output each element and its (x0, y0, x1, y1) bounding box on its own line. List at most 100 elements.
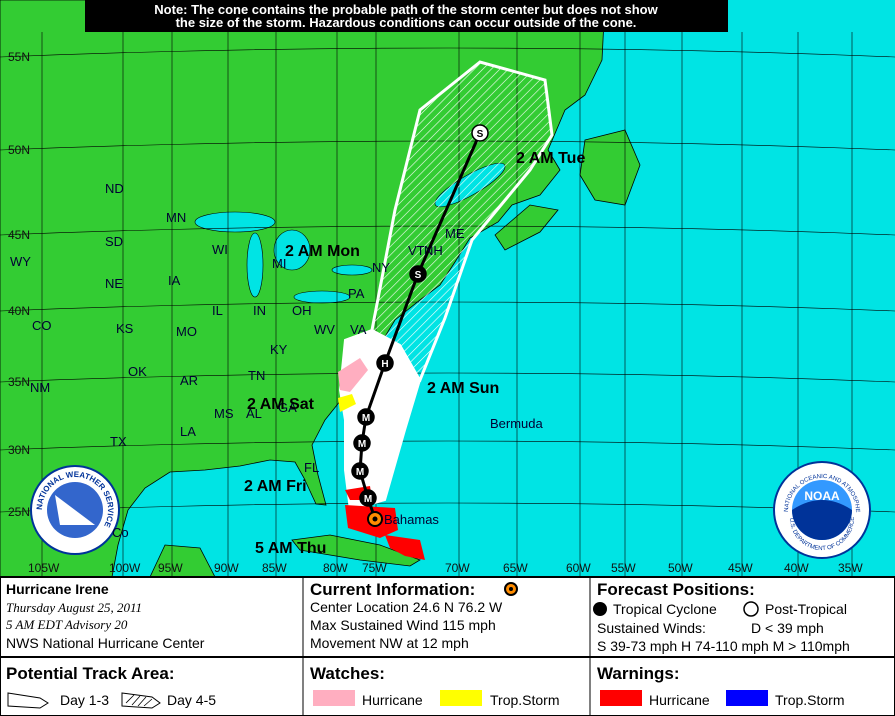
latitude-line (0, 47, 895, 58)
latitude-label: 40N (8, 304, 30, 318)
current-title: Current Information: (310, 580, 475, 599)
current-line: Center Location 24.6 N 76.2 W (310, 599, 503, 615)
longitude-label: 45W (728, 561, 753, 575)
latitude-line (0, 502, 895, 513)
latitude-label: 35N (8, 375, 30, 389)
latitude-label: 45N (8, 228, 30, 242)
state-label: AL (246, 406, 262, 421)
state-label: WY (10, 254, 31, 269)
post-tropical-icon (743, 601, 759, 617)
track-marker-letter: M (364, 494, 372, 505)
day45-icon (121, 692, 161, 709)
longitude-label: 105W (28, 561, 60, 575)
storm-date: Thursday August 25, 2011 (6, 600, 142, 615)
current-position-dot (372, 516, 378, 522)
track-marker (471, 124, 489, 142)
latitude-label: 30N (8, 443, 30, 457)
longitude-label: 70W (445, 561, 470, 575)
state-label: SD (105, 234, 123, 249)
cuba (291, 534, 421, 567)
longitude-label: 80W (323, 561, 348, 575)
latitude-label: 25N (8, 505, 30, 519)
forecast-label: 2 AM Sat (247, 396, 315, 413)
watch-storm-label: Trop.Storm (490, 692, 560, 708)
longitude-label: 60W (566, 561, 591, 575)
state-label: MN (166, 210, 186, 225)
warning-hurricane-label: Hurricane (649, 692, 710, 708)
warning-hurricane-swatch (600, 690, 642, 706)
state-label: VT (408, 243, 425, 258)
longitude-label: 95W (158, 561, 183, 575)
longitude-label: 65W (503, 561, 528, 575)
watch-storm-swatch (440, 690, 482, 706)
state-label: ME (445, 226, 465, 241)
track-marker-letter: M (356, 467, 364, 478)
state-label: AR (180, 373, 198, 388)
track-marker-letter: H (381, 359, 388, 370)
day13-icon (7, 692, 49, 709)
longitude-label: 85W (262, 561, 287, 575)
state-label: TN (248, 368, 265, 383)
state-label: FL (304, 460, 319, 475)
state-label: MO (176, 324, 197, 339)
warning-storm-swatch (726, 690, 768, 706)
state-label: IL (212, 303, 223, 318)
current-line: Movement NW at 12 mph (310, 635, 469, 651)
state-label: WV (314, 322, 335, 337)
nova-scotia (494, 204, 559, 251)
noaa-text: NOAA (804, 489, 840, 503)
warning-areas (345, 486, 425, 560)
tropical-label: Tropical Cyclone (613, 601, 717, 617)
state-label: MI (272, 256, 286, 271)
longitude-label: 90W (214, 561, 239, 575)
state-label: IN (253, 303, 266, 318)
day13-label: Day 1-3 (60, 692, 109, 708)
forecast-label: 2 AM Fri (244, 478, 307, 495)
place-label: Bermuda (490, 416, 544, 431)
note-line: the size of the storm. Hazardous conditi… (176, 15, 637, 30)
latitude-line (0, 440, 895, 451)
track-marker (376, 354, 394, 372)
day45-label: Day 4-5 (167, 692, 216, 708)
track-marker-letter: S (415, 270, 422, 281)
winds-d: D < 39 mph (751, 620, 824, 636)
track-marker (351, 462, 369, 480)
watch-areas (338, 358, 368, 412)
forecast-label: 2 AM Tue (516, 150, 585, 167)
current-line: Max Sustained Wind 115 mph (310, 617, 496, 633)
state-label: KS (116, 321, 134, 336)
track-marker (353, 434, 371, 452)
storm-name: Hurricane Irene (6, 581, 109, 597)
post-tropical-label: Post-Tropical (765, 601, 847, 617)
forecast-label: 2 AM Mon (285, 243, 360, 260)
forecast-label: 2 AM Sun (427, 380, 499, 397)
forecast-label: 5 AM Thu (255, 540, 326, 557)
state-label: NE (105, 276, 123, 291)
longitude-label: 100W (109, 561, 141, 575)
warning-storm-label: Trop.Storm (775, 692, 845, 708)
watch-hurricane-label: Hurricane (362, 692, 423, 708)
state-label: NM (30, 380, 50, 395)
state-label: NH (424, 243, 443, 258)
longitude-label: 55W (611, 561, 636, 575)
latitude-label: 50N (8, 143, 30, 157)
note-box (85, 0, 728, 32)
watch-hurricane-swatch (313, 690, 355, 706)
latitude-label: 55N (8, 50, 30, 64)
winds-title: Sustained Winds: (597, 620, 706, 636)
state-label: CO (32, 318, 52, 333)
current-icon-dot (509, 587, 513, 591)
longitude-label: 50W (668, 561, 693, 575)
state-label: ND (105, 181, 124, 196)
storm-advisory: 5 AM EDT Advisory 20 (6, 617, 128, 632)
track-marker (359, 489, 377, 507)
longitude-label: 75W (362, 561, 387, 575)
winds-line: S 39-73 mph H 74-110 mph M > 110mph (597, 638, 850, 654)
longitude-label: 40W (784, 561, 809, 575)
track-marker-letter: M (358, 439, 366, 450)
track-area-title: Potential Track Area: (6, 664, 175, 683)
day45-hatch (125, 694, 153, 707)
tropical-icon (593, 602, 607, 616)
state-label: OK (128, 364, 147, 379)
state-label: KY (270, 342, 288, 357)
